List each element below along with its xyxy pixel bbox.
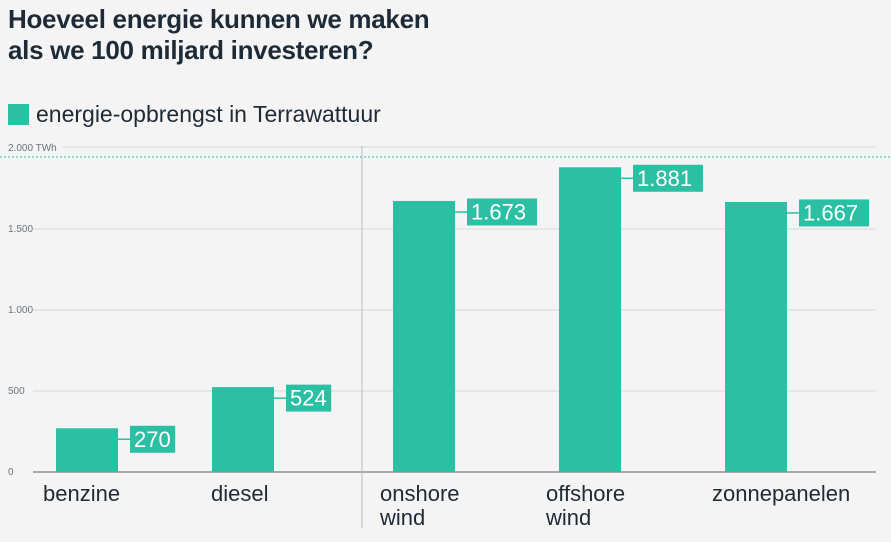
legend-label: energie-opbrengst in Terrawattuur [36,101,381,127]
y-tick-label: 500 [8,386,25,397]
data-label-box [130,425,176,453]
y-tick-label: 0 [8,467,14,478]
data-label: 1.881 [637,166,692,191]
category-label: benzine [43,481,120,506]
category-label: onshore [380,481,460,506]
data-label: 1.673 [471,199,526,224]
y-tick-label: 2.000 TWh [8,143,57,154]
chart-title-line-2: als we 100 miljard investeren? [8,35,374,65]
category-label: diesel [211,481,268,506]
legend-swatch [8,104,29,125]
data-label-box [633,164,703,192]
y-tick-label: 1.000 [8,305,33,316]
bar [56,428,118,472]
category-label: zonnepanelen [712,481,850,506]
bar [393,200,455,472]
y-tick-label: 1.500 [8,224,33,235]
category-label: wind [545,505,591,530]
data-label-box [799,199,869,227]
bar [212,387,274,472]
bar [559,167,621,472]
chart-title: Hoeveel energie kunnen we maken als we 1… [8,4,568,66]
data-label: 1.667 [803,200,858,225]
chart-title-line-1: Hoeveel energie kunnen we maken [8,4,430,34]
legend: energie-opbrengst in Terrawattuur [8,101,381,128]
data-label: 524 [290,386,327,411]
data-label-box [467,198,537,226]
data-label-box [286,384,332,412]
category-label: offshore [546,481,625,506]
data-label: 270 [134,427,171,452]
bar [725,201,787,473]
category-label: wind [379,505,425,530]
